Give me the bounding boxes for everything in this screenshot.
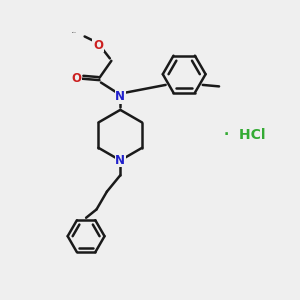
- Text: N: N: [115, 154, 125, 167]
- Text: ·  HCl: · HCl: [224, 128, 266, 142]
- Text: O: O: [71, 72, 81, 85]
- Text: N: N: [115, 90, 125, 103]
- Text: O: O: [93, 39, 103, 52]
- Text: methyl: methyl: [72, 32, 77, 33]
